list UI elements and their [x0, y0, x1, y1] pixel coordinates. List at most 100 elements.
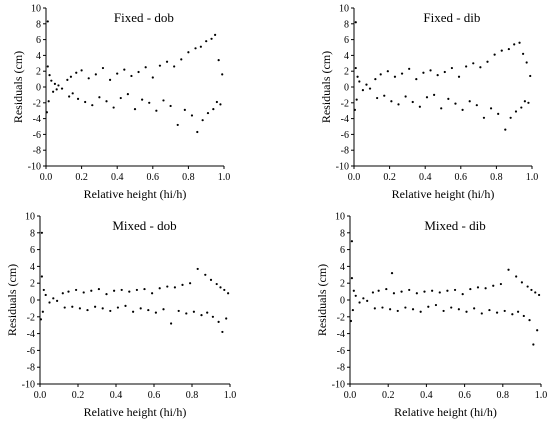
x-tick-label: 1.0 — [218, 172, 231, 183]
data-point — [427, 305, 430, 308]
data-point — [479, 66, 482, 69]
data-point — [215, 282, 218, 286]
data-point — [392, 292, 396, 295]
data-point — [415, 292, 418, 295]
y-tick-label: -8 — [341, 146, 349, 157]
data-point — [473, 307, 476, 310]
x-axis-title: Relative height (hi/h) — [392, 187, 495, 201]
data-point — [66, 78, 69, 81]
data-point — [108, 78, 112, 81]
data-point — [520, 106, 523, 109]
chart-panel-3: -10 -8 -6 -4 -2 0 2 4 6 8 10 0.0 0.2 0.4 0.6 0.8 1.0 Mixe… — [5, 212, 236, 420]
y-tick-label: 6 — [36, 35, 41, 46]
data-point — [465, 65, 468, 68]
data-point — [212, 108, 215, 111]
data-point — [183, 108, 186, 112]
data-point — [511, 313, 514, 316]
data-point — [133, 108, 137, 111]
x-axis-title: Relative height (hi/h) — [84, 187, 187, 201]
data-point — [468, 100, 471, 103]
data-point — [227, 292, 230, 295]
data-point — [525, 61, 528, 64]
y-tick-label: -10 — [336, 162, 349, 173]
y-tick-label: -4 — [27, 329, 35, 340]
data-point — [397, 103, 400, 106]
x-tick-label: 0.0 — [344, 390, 357, 401]
y-tick-label: 10 — [25, 212, 35, 223]
data-point — [41, 310, 44, 313]
data-point — [361, 89, 364, 92]
data-point — [63, 306, 66, 309]
data-point — [194, 47, 197, 50]
data-point — [520, 281, 524, 284]
data-point — [515, 275, 518, 278]
data-point — [492, 284, 495, 287]
data-point — [82, 291, 85, 294]
y-tick-label: 0 — [344, 83, 349, 94]
data-point — [358, 301, 361, 304]
data-point — [50, 79, 53, 82]
data-points — [45, 20, 224, 134]
panel-title: Mixed - dib — [424, 218, 485, 233]
data-points — [349, 240, 541, 346]
data-point — [44, 293, 47, 297]
data-point — [97, 287, 100, 291]
y-axis-title: Residuals (cm) — [5, 264, 19, 336]
y-tick-label: 2 — [340, 279, 345, 290]
x-tick-label: 0.4 — [110, 390, 123, 401]
data-point — [148, 101, 151, 104]
data-point — [60, 87, 64, 90]
x-tick-label: 0.4 — [420, 390, 433, 401]
data-point — [190, 114, 194, 117]
data-point — [436, 74, 439, 77]
data-point — [48, 74, 51, 77]
data-point — [94, 73, 97, 76]
data-point — [522, 52, 525, 55]
x-tick-label: 1.0 — [526, 172, 539, 183]
x-tick-label: 0.4 — [111, 172, 124, 183]
chart-panel-4: -10 -8 -6 -4 -2 0 2 4 6 8 10 0.0 0.2 0.4 0.6 0.8 1.0 Mixe… — [315, 212, 547, 420]
data-point — [87, 77, 90, 80]
data-point — [482, 116, 486, 119]
y-tick-label: 6 — [340, 245, 345, 256]
y-tick-label: 8 — [344, 19, 349, 30]
data-point — [415, 78, 418, 81]
data-point — [109, 309, 112, 313]
data-point — [362, 297, 365, 300]
y-tick-label: -2 — [27, 312, 35, 323]
y-tick-label: -6 — [27, 346, 35, 357]
data-point — [55, 88, 58, 91]
y-tick-label: -6 — [341, 130, 349, 141]
data-point — [217, 320, 220, 323]
panel-title: Mixed - dob — [112, 218, 176, 233]
panel-title: Fixed - dib — [423, 10, 480, 25]
data-point — [201, 119, 204, 122]
data-point — [76, 97, 80, 100]
x-tick-label: 0.8 — [490, 172, 503, 183]
y-tick-label: -10 — [22, 380, 35, 391]
y-axis-title: Residuals (cm) — [11, 51, 25, 123]
data-point — [128, 290, 131, 293]
data-point — [528, 319, 531, 322]
data-point — [120, 288, 123, 292]
data-point — [126, 93, 129, 96]
y-tick-label: 4 — [344, 51, 349, 62]
x-tick-label: 1.0 — [535, 390, 548, 401]
y-tick-label: 10 — [335, 212, 345, 223]
x-tick-label: 0.0 — [40, 172, 53, 183]
y-tick-label: -6 — [33, 130, 41, 141]
data-point — [509, 116, 512, 119]
data-point — [469, 287, 472, 291]
data-point — [180, 58, 183, 61]
data-point — [158, 64, 162, 67]
data-point — [354, 21, 357, 24]
data-point — [154, 311, 157, 314]
data-point — [353, 108, 356, 112]
data-point — [351, 308, 354, 312]
data-point — [373, 307, 376, 310]
data-point — [434, 303, 438, 307]
y-axis-title: Residuals (cm) — [315, 264, 329, 336]
data-point — [221, 330, 224, 334]
x-tick-label: 0.8 — [186, 390, 199, 401]
data-point — [47, 100, 50, 103]
